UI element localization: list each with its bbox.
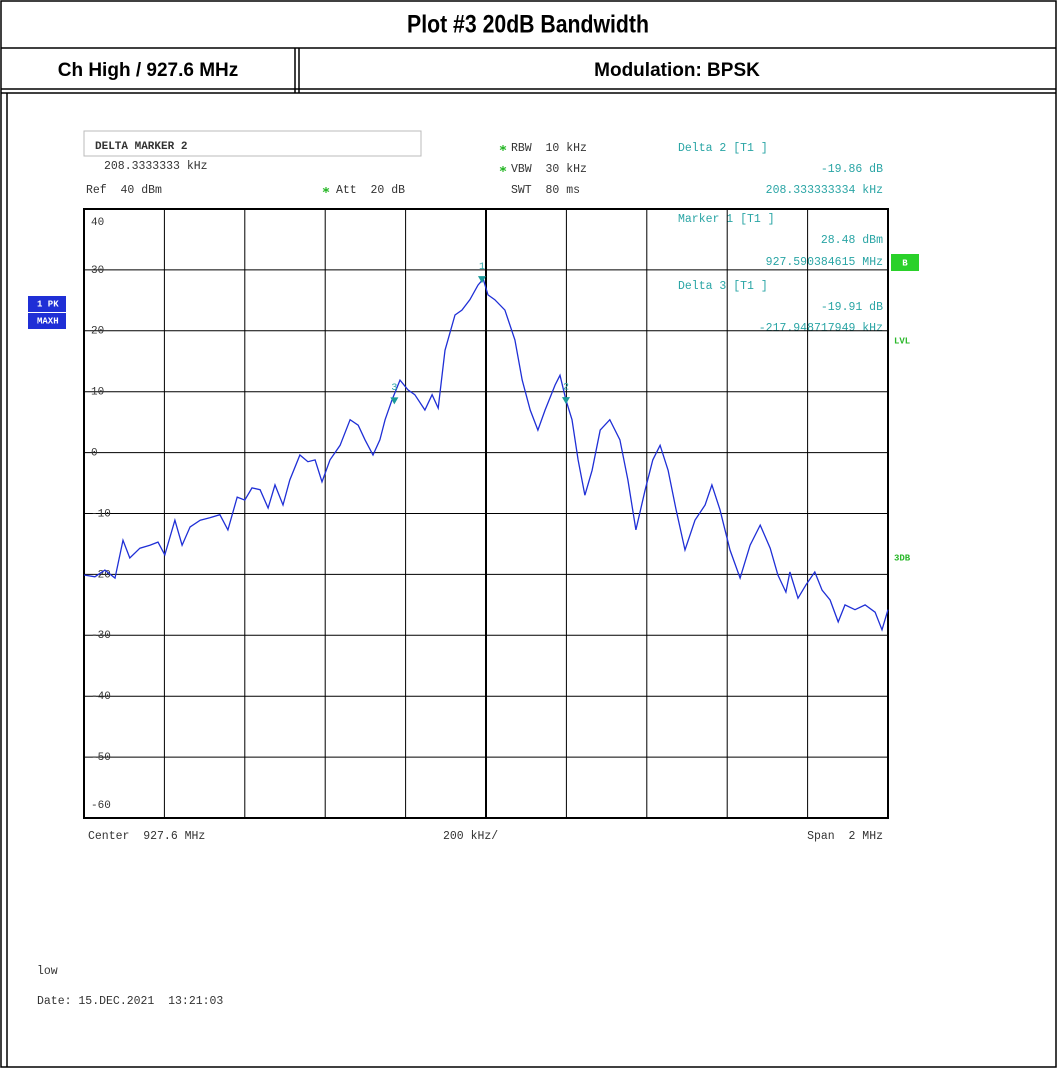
mode-label: MAXH [37, 316, 59, 326]
y-tick-label: 40 [91, 217, 104, 229]
marker-box-value: 208.3333333 kHz [104, 160, 208, 173]
y-tick-label: 20 [91, 326, 104, 338]
trace-label: 1 PK [37, 299, 59, 309]
y-tick-label: -50 [91, 752, 111, 764]
readout-name: Marker 1 [T1 ] [678, 213, 775, 226]
att: Att 20 dB [336, 184, 405, 197]
marker-label: 2 [563, 383, 569, 394]
mode-badge [28, 313, 66, 329]
marker-box [83, 130, 422, 157]
swt: SWT 80 ms [511, 184, 580, 197]
y-tick-label: 30 [91, 265, 104, 277]
channel: Ch High / 927.6 MHz [58, 60, 239, 81]
y-tick-label: -60 [91, 800, 111, 812]
marker [477, 276, 486, 284]
y-tick-label: -20 [91, 569, 111, 581]
y-tick-label: 0 [91, 448, 98, 460]
vbw: VBW 30 kHz [511, 163, 587, 176]
trace [83, 277, 889, 632]
note: low [37, 965, 58, 978]
title: Plot #3 20dB Bandwidth [407, 10, 649, 38]
div-label: 200 kHz/ [443, 830, 498, 843]
modulation: Modulation: BPSK [594, 60, 760, 81]
y-tick-label: -40 [91, 691, 111, 703]
readout-level: -19.86 dB [821, 163, 883, 176]
trace-badge [28, 296, 66, 312]
span-label: Span 2 MHz [807, 830, 883, 843]
b-badge [891, 254, 919, 271]
center-label: Center 927.6 MHz [88, 830, 205, 843]
lvl-label: LVL [894, 336, 910, 346]
y-tick-label: -10 [91, 508, 111, 520]
readout-name: Delta 3 [T1 ] [678, 280, 768, 293]
rbw: RBW 10 kHz [511, 142, 587, 155]
marker [390, 397, 399, 405]
marker-label: 1 [479, 262, 485, 273]
db3-label: 3DB [894, 553, 911, 563]
plot: Delta 2 [T1 ] -19.86 dB 208.333333334 kHz M… [83, 142, 889, 819]
readout-freq: -217.948717949 kHz [759, 322, 883, 335]
readout-name: Delta 2 [T1 ] [678, 142, 768, 155]
readout-level: -19.91 dB [821, 301, 883, 314]
marker-label: 3 [391, 383, 397, 394]
b-label: B [902, 258, 908, 268]
readout-freq: 927.590384615 MHz [766, 256, 883, 269]
y-tick-label: 10 [91, 387, 104, 399]
star-icons [322, 145, 507, 193]
date: Date: 15.DEC.2021 13:21:03 [37, 995, 223, 1008]
marker-box-title: DELTA MARKER 2 [95, 141, 187, 153]
readout-level: 28.48 dBm [821, 234, 883, 247]
y-tick-label: -30 [91, 630, 111, 642]
readout-freq: 208.333333334 kHz [766, 184, 883, 197]
marker [561, 397, 570, 405]
ref: Ref 40 dBm [86, 184, 162, 197]
